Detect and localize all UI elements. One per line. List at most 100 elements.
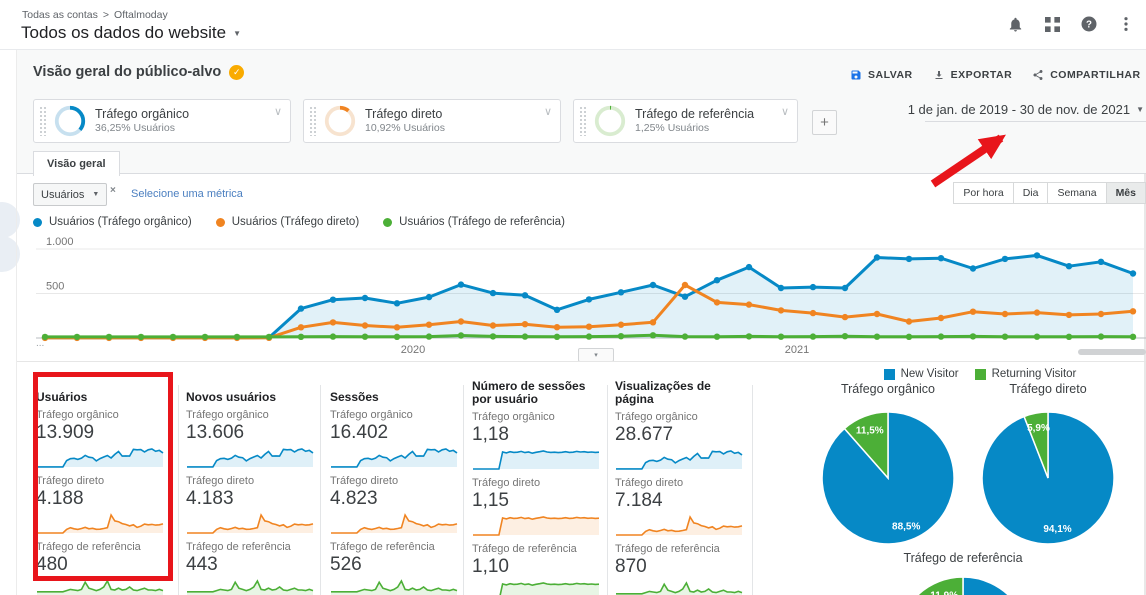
breadcrumb-separator-icon: > [102, 9, 110, 21]
chevron-down-icon[interactable]: ∨ [543, 106, 552, 118]
export-button[interactable]: EXPORTAR [928, 67, 1018, 83]
granularity-semana[interactable]: Semana [1047, 182, 1107, 204]
chart-scrollbar[interactable] [1078, 349, 1146, 355]
metric-selector-chip[interactable]: Usuários ▼ [33, 183, 108, 206]
metric-row-label: Tráfego de referência [472, 543, 577, 555]
segment-card-row: Tráfego orgânico 36,25% Usuários ∨ Tráfego … [33, 99, 798, 143]
drag-handle-icon[interactable] [39, 106, 46, 136]
breadcrumb: Todas as contas > Oftalmoday [22, 9, 168, 21]
pie-chart-tra-fego-orga-nico: 88,5% 11,5% [821, 411, 955, 545]
segment-donut-icon [324, 105, 356, 137]
help-icon[interactable]: ? [1079, 14, 1099, 34]
segment-card-tra-fego-orga-nico[interactable]: Tráfego orgânico 36,25% Usuários ∨ [33, 99, 291, 143]
segment-text: Tráfego orgânico 36,25% Usuários [95, 107, 189, 135]
metric-selector-value: Usuários [41, 188, 85, 201]
y-axis-tick-label: 1.000 [46, 236, 74, 248]
axis-overflow-label: ... [36, 338, 45, 349]
sparkline-tra-fego-orga-nico [616, 450, 743, 470]
legend-item-usua-rios-tra-fego-de-refere-ncia: Usuários (Tráfego de referência) [383, 216, 565, 228]
timeseries-chart: 500 1.000 2020 2021 [36, 236, 1146, 356]
sparkline-tra-fego-direto [37, 513, 164, 534]
chevron-down-icon[interactable]: ∨ [780, 106, 789, 118]
granularity-me-s[interactable]: Mês [1105, 182, 1146, 204]
pie-title-tra-fego-de-refere-ncia: Tráfego de referência [903, 551, 1023, 565]
card-column-divider [320, 385, 321, 595]
drag-handle-icon[interactable] [309, 106, 316, 136]
card-column-divider [178, 385, 179, 595]
add-segment-button[interactable]: + [812, 110, 837, 135]
remove-metric-icon[interactable]: × [110, 185, 116, 196]
metric-row-label: Tráfego de referência [186, 541, 291, 553]
sparkline-tra-fego-de-refere-ncia [499, 582, 600, 595]
metric-row-label: Tráfego direto [330, 475, 399, 487]
apps-grid-icon[interactable] [1042, 14, 1062, 34]
date-range-selector[interactable]: 1 de jan. de 2019 - 30 de nov. de 2021 ▼ [908, 102, 1144, 117]
metric-card-visualizac-o-es-de-pa-gina: Visualizações de página Tráfego orgânico 2… [615, 380, 745, 595]
segment-card-tra-fego-direto[interactable]: Tráfego direto 10,92% Usuários ∨ [303, 99, 561, 143]
segment-card-tra-fego-de-refere-ncia[interactable]: Tráfego de referência 1,25% Usuários ∨ [573, 99, 798, 143]
metric-row-value: 1,15 [472, 490, 509, 511]
metric-row-label: Tráfego direto [36, 475, 105, 487]
left-rail-divider [16, 0, 17, 595]
x-axis-year-label: 2020 [401, 344, 425, 356]
segment-stat: 1,25% Usuários [635, 122, 710, 134]
pie-chart-tra-fego-direto: 94,1% 5,9% [981, 411, 1115, 545]
metric-row-label: Tráfego orgânico [330, 409, 413, 421]
metric-card-title: Número de sessões por usuário [472, 379, 586, 406]
sparkline-tra-fego-de-refere-ncia [187, 579, 314, 595]
granularity-por-hora[interactable]: Por hora [953, 182, 1014, 204]
chevron-down-icon[interactable]: ∨ [273, 106, 282, 118]
verified-badge-icon: ✓ [229, 64, 245, 80]
pie-title-tra-fego-direto: Tráfego direto [1009, 382, 1087, 396]
metric-row-label: Tráfego orgânico [615, 411, 698, 423]
x-axis-year-label: 2021 [785, 344, 809, 356]
legend-label: Usuários (Tráfego de referência) [399, 216, 565, 228]
sparkline-tra-fego-de-refere-ncia [331, 579, 458, 595]
card-column-divider [463, 385, 464, 595]
more-vertical-icon[interactable] [1116, 14, 1136, 34]
bell-icon[interactable] [1005, 14, 1025, 34]
metric-row-value: 480 [36, 554, 68, 575]
legend-label: Usuários (Tráfego orgânico) [49, 216, 192, 228]
sparkline-tra-fego-orga-nico [37, 448, 164, 468]
export-button-label: EXPORTAR [950, 69, 1013, 81]
metric-row-value: 1,18 [472, 424, 509, 445]
pie-slice-label: 94,1% [1043, 524, 1071, 535]
legend-item-usua-rios-tra-fego-direto: Usuários (Tráfego direto) [215, 216, 359, 228]
sparkline-tra-fego-orga-nico [331, 448, 458, 468]
breadcrumb-property[interactable]: Oftalmoday [114, 9, 168, 21]
breadcrumb-account[interactable]: Todas as contas [22, 9, 98, 21]
property-view-selector[interactable]: Todos os dados do website ▼ [21, 23, 241, 43]
save-icon [851, 70, 861, 80]
card-column-divider [607, 385, 608, 595]
chart-collapse-control[interactable]: ▾ [578, 348, 614, 362]
drag-handle-icon[interactable] [579, 106, 586, 136]
pie-slice-label: 11,9% [930, 591, 958, 595]
metric-row-value: 7.184 [615, 490, 663, 511]
date-range-text: 1 de jan. de 2019 - 30 de nov. de 2021 [907, 102, 1131, 117]
segment-donut-icon [594, 105, 626, 137]
tab-visao-geral[interactable]: Visão geral [33, 151, 120, 176]
visitor-type-legend: New Visitor Returning Visitor [830, 368, 1130, 380]
metric-row-label: Tráfego direto [186, 475, 255, 487]
metric-row-value: 4.183 [186, 488, 234, 509]
sparkline-tra-fego-orga-nico [473, 450, 600, 470]
segment-name: Tráfego de referência [635, 107, 755, 121]
metric-row-value: 1,10 [472, 556, 509, 577]
metric-row-label: Tráfego direto [615, 477, 684, 489]
left-rail-bubble [0, 202, 20, 238]
share-button[interactable]: COMPARTILHAR [1027, 67, 1145, 83]
visitor-legend-new-visitor: New Visitor [883, 368, 959, 380]
segment-name: Tráfego direto [365, 107, 443, 121]
save-button[interactable]: SALVAR [845, 67, 918, 83]
visitor-legend-returning-visitor: Returning Visitor [974, 368, 1076, 380]
metric-row-label: Tráfego orgânico [36, 409, 119, 421]
report-actions: SALVAR EXPORTAR COMPARTILHAR INSIGHTS [845, 66, 1146, 84]
select-metric-link[interactable]: Selecione uma métrica [131, 188, 243, 200]
top-app-bar [0, 0, 1146, 50]
segment-text: Tráfego de referência 1,25% Usuários [635, 107, 754, 135]
granularity-dia[interactable]: Dia [1012, 182, 1049, 204]
metric-row-label: Tráfego de referência [330, 541, 435, 553]
pie-slice-label: 5,9% [1027, 423, 1050, 434]
